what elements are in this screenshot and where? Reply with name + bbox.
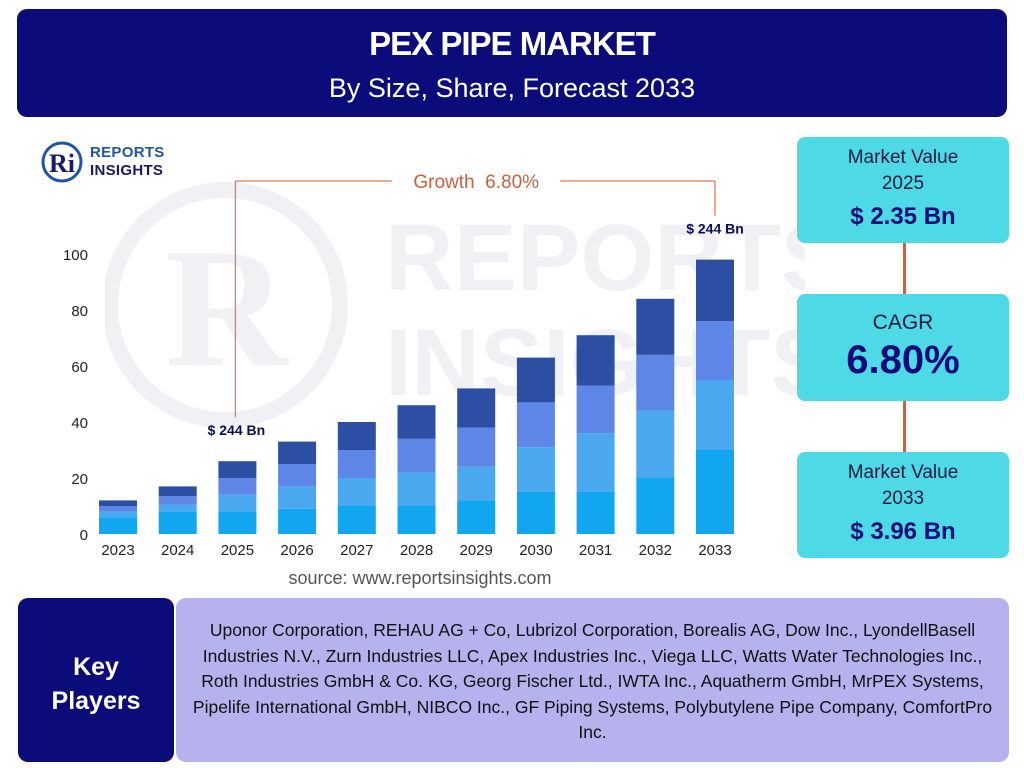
x-tick-label: 2023 xyxy=(101,542,134,559)
bar-segment xyxy=(696,450,734,534)
bar-segment xyxy=(337,478,376,506)
kpi-market-value-2033: Market Value 2033 $ 3.96 Bn xyxy=(797,452,1009,558)
kpi-label: Market Value xyxy=(847,147,959,168)
x-tick-label: 2033 xyxy=(698,542,731,559)
bar-segment xyxy=(337,450,376,478)
bar-segment xyxy=(218,461,257,478)
key-players-list: Uponor Corporation, REHAU AG + Co, Lubri… xyxy=(176,598,1009,762)
x-tick-label: 2027 xyxy=(340,542,373,559)
bar-segment xyxy=(576,433,615,492)
growth-label: Growth 6.80% xyxy=(413,172,539,193)
kpi-label: Market Value xyxy=(847,462,959,483)
bar-segment xyxy=(278,464,317,487)
bar-segment xyxy=(218,511,257,534)
svg-text:Ri: Ri xyxy=(49,149,75,178)
bar-segment xyxy=(337,506,376,534)
bar-segment xyxy=(99,517,137,534)
bar-segment xyxy=(158,496,197,505)
x-tick-label: 2026 xyxy=(280,542,313,559)
page-subtitle: By Size, Share, Forecast 2033 xyxy=(328,73,696,103)
logo-wordmark: REPORTS INSIGHTS xyxy=(90,144,165,180)
bar-segment xyxy=(397,506,436,534)
y-tick-label: 20 xyxy=(71,471,88,488)
bar-segment xyxy=(516,492,555,534)
x-tick-label: 2029 xyxy=(460,542,493,559)
header-banner: PEX PIPE MARKET By Size, Share, Forecast… xyxy=(17,9,1007,117)
bar-segment xyxy=(158,504,197,512)
kpi-connector-1 xyxy=(903,243,906,294)
logo-line-2: INSIGHTS xyxy=(90,162,164,179)
bar-segment xyxy=(576,335,615,386)
data-label: $ 244 Bn xyxy=(208,422,266,438)
ri-logo-icon: Ri xyxy=(41,141,83,183)
y-tick-label: 40 xyxy=(71,415,88,432)
brand-logo: Ri REPORTS INSIGHTS xyxy=(40,140,190,184)
bar-segment xyxy=(457,466,496,501)
bar-segment xyxy=(516,447,555,492)
x-tick-label: 2032 xyxy=(639,542,672,559)
x-tick-label: 2031 xyxy=(579,542,612,559)
bar-segment xyxy=(457,500,496,534)
logo-line-1: REPORTS xyxy=(90,144,165,161)
bar-segment xyxy=(516,357,555,403)
bar-segment xyxy=(278,508,317,534)
key-players-heading: Key Players xyxy=(18,598,174,762)
bar-segment xyxy=(278,486,317,509)
y-tick-label: 60 xyxy=(71,359,88,376)
bar-segment xyxy=(218,494,257,512)
kpi-cagr: CAGR 6.80% xyxy=(797,294,1009,401)
stacked-bar-chart: 0 20 40 60 80 100 2023 2024 2025 2026 2027 2028 2029… xyxy=(63,172,744,559)
bar-segment xyxy=(99,500,137,506)
bar-segment xyxy=(457,388,496,428)
kpi-label: CAGR xyxy=(872,311,934,334)
kpi-value: $ 2.35 Bn xyxy=(850,203,956,230)
y-tick-label: 80 xyxy=(71,303,88,320)
bar-segment xyxy=(636,298,675,355)
source-note: source: www.reportsinsights.com xyxy=(288,568,552,588)
bar-segment xyxy=(576,385,615,434)
bar-segment xyxy=(397,472,436,506)
bar-segment xyxy=(696,380,734,450)
bar-segment xyxy=(636,410,675,478)
kpi-year: 2025 xyxy=(881,173,925,194)
bar-segment xyxy=(696,321,734,380)
kpi-value: 6.80% xyxy=(846,338,960,382)
key-players-heading-line-1: Key xyxy=(73,653,119,681)
bar-segment xyxy=(158,511,197,534)
bar-segment xyxy=(218,478,257,495)
y-tick-label: 0 xyxy=(80,527,88,544)
bar-segment xyxy=(576,492,615,534)
key-players-heading-line-2: Players xyxy=(51,687,141,715)
bar-segment xyxy=(636,354,675,411)
kpi-value: $ 3.96 Bn xyxy=(850,518,956,545)
kpi-year: 2033 xyxy=(881,488,925,509)
x-tick-label: 2025 xyxy=(221,542,254,559)
bar-segment xyxy=(397,438,436,473)
bar-segment xyxy=(696,259,734,322)
kpi-connector-2 xyxy=(903,401,906,452)
y-tick-label: 100 xyxy=(63,247,88,264)
bar-segment xyxy=(457,427,496,467)
bar-segment xyxy=(636,478,675,534)
bar-segment xyxy=(397,405,436,439)
bar-segment xyxy=(337,422,376,450)
x-tick-label: 2030 xyxy=(519,542,552,559)
kpi-market-value-2025: Market Value 2025 $ 2.35 Bn xyxy=(797,137,1009,243)
page-title: PEX PIPE MARKET xyxy=(369,25,656,62)
x-tick-label: 2024 xyxy=(161,542,194,559)
bar-segment xyxy=(516,402,555,448)
bar-segment xyxy=(278,441,317,464)
data-label: $ 244 Bn xyxy=(686,221,744,237)
bar-segment xyxy=(99,506,137,512)
bar-segment xyxy=(158,486,197,497)
bar-segment xyxy=(99,511,137,518)
x-tick-label: 2028 xyxy=(400,542,433,559)
